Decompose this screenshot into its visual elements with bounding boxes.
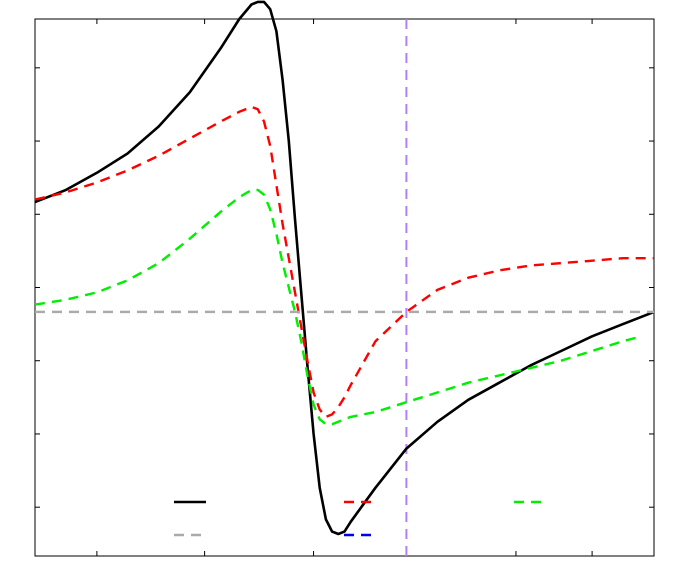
- series-line-2: [34, 188, 642, 426]
- series-lines: [34, 0, 655, 536]
- plot-frame: [34, 18, 655, 557]
- axis-ticks: [35, 19, 654, 556]
- series-line-1: [34, 105, 654, 419]
- reference-lines: [35, 19, 654, 556]
- legend: [174, 500, 546, 537]
- series-line-0: [34, 0, 655, 536]
